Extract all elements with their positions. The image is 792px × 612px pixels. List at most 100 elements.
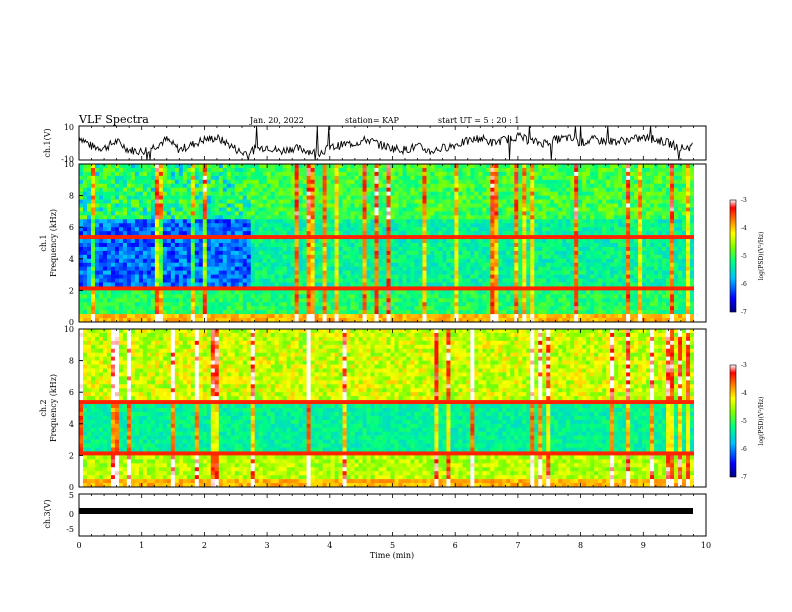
spectrogram-cell	[510, 250, 515, 256]
spectrogram-cell	[630, 227, 635, 232]
spectrogram-cell	[534, 246, 539, 252]
spectrogram-cell	[154, 207, 160, 212]
spectrogram-cell	[386, 231, 391, 236]
spectrogram-cell	[442, 203, 447, 208]
spectrogram-cell	[234, 203, 240, 208]
spectrogram-cell	[98, 219, 104, 224]
spectrogram-cell	[394, 171, 399, 177]
spectrogram-cell	[202, 211, 208, 216]
spectrogram-cell	[630, 187, 635, 192]
spectrogram-cell	[326, 270, 331, 275]
spectrogram-cell	[258, 246, 263, 252]
spectrogram-cell	[678, 211, 683, 216]
spectrogram-cell	[394, 254, 399, 260]
spectrogram-cell	[198, 235, 204, 240]
spectrogram-cell	[622, 227, 627, 232]
spectrogram-cell	[134, 179, 140, 185]
spectrogram-cell	[294, 266, 299, 271]
spectrogram-cell	[694, 231, 699, 236]
spectrogram-cell	[406, 179, 411, 185]
spectrogram-cell	[694, 278, 699, 283]
spectrogram-cell	[246, 219, 252, 224]
spectrogram-cell	[650, 231, 655, 236]
spectrogram-cell	[574, 199, 579, 204]
spectrogram-cell	[162, 179, 168, 185]
spectrogram-cell	[238, 199, 244, 204]
spectrogram-cell	[514, 278, 519, 283]
spectrogram-cell	[438, 223, 443, 228]
spectrogram-cell	[450, 231, 455, 236]
spectrogram-cell	[406, 243, 411, 248]
spectrogram-cell	[118, 223, 124, 228]
spectrogram-cell	[522, 235, 527, 240]
spectrogram-cell	[326, 187, 331, 192]
spectrogram-cell	[82, 207, 88, 212]
spectrogram-cell	[478, 254, 483, 260]
spectrogram-cell	[182, 246, 188, 252]
spectrogram-cell	[458, 195, 463, 200]
spectrogram-cell	[662, 250, 667, 256]
spectrogram-cell	[122, 195, 128, 200]
spectrogram-cell	[290, 167, 295, 173]
spectrogram-cell	[230, 258, 236, 264]
spectrogram-cell	[102, 175, 108, 181]
spectrogram-cell	[402, 179, 407, 185]
spectrogram-cell	[650, 167, 655, 173]
spectrogram-cell	[158, 254, 164, 260]
spectrogram-cell	[606, 219, 611, 224]
spectrogram-cell	[270, 282, 275, 287]
spectrogram-cell	[602, 239, 607, 244]
spectrogram-cell	[570, 199, 575, 204]
spectrogram-cell	[90, 179, 96, 185]
spectrogram-cell	[514, 254, 519, 260]
spectrogram-cell	[338, 239, 343, 244]
spectrogram-cell	[306, 227, 311, 232]
spectrogram-cell	[134, 187, 140, 192]
spectrogram-cell	[254, 183, 260, 188]
spectrogram-cell	[390, 282, 395, 287]
spectrogram-cell	[458, 254, 463, 260]
spectrogram-cell	[194, 191, 200, 196]
spectrogram-cell	[218, 191, 224, 196]
spectrogram-cell	[526, 258, 531, 264]
spectrogram-cell	[98, 171, 104, 177]
spectrogram-cell	[638, 164, 643, 169]
spectrogram-cell	[154, 175, 160, 181]
spectrogram-cell	[366, 258, 371, 264]
spectrogram-cell	[198, 219, 204, 224]
spectrogram-cell	[138, 219, 144, 224]
spectrogram-cell	[182, 266, 188, 271]
spectrogram-cell	[126, 199, 132, 204]
spectrogram-cell	[454, 171, 459, 177]
spectrogram-cell	[98, 175, 104, 181]
spectrogram-cell	[526, 262, 531, 267]
spectrogram-cell	[202, 282, 208, 287]
spectrogram-cell	[398, 191, 403, 196]
spectrogram-cell	[370, 191, 375, 196]
spectrogram-cell	[266, 183, 271, 188]
spectrogram-cell	[406, 164, 411, 169]
spectrogram-cell	[510, 187, 515, 192]
spectrogram-cell	[318, 278, 323, 283]
spectrogram-cell	[442, 227, 447, 232]
spectrogram-cell	[594, 164, 599, 169]
spectrogram-cell	[326, 179, 331, 185]
spectrogram-cell	[526, 246, 531, 252]
spectrogram-cell	[322, 243, 327, 248]
spectrogram-cell	[174, 191, 180, 196]
spectrogram-cell	[450, 266, 455, 271]
spectrogram-cell	[606, 270, 611, 275]
spectrogram-cell	[330, 231, 335, 236]
spectrogram-cell	[658, 278, 663, 283]
spectrogram-cell	[346, 227, 351, 232]
spectrogram-cell	[674, 274, 679, 279]
spectrogram-cell	[118, 227, 124, 232]
spectrogram-cell	[622, 262, 627, 267]
spectrogram-cell	[398, 227, 403, 232]
spectrogram-cell	[442, 195, 447, 200]
spectrogram-cell	[434, 227, 439, 232]
spectrogram-cell	[510, 246, 515, 252]
spectrogram-cell	[79, 286, 84, 291]
spectrogram-cell	[470, 164, 475, 169]
spectrogram-cell	[230, 274, 236, 279]
